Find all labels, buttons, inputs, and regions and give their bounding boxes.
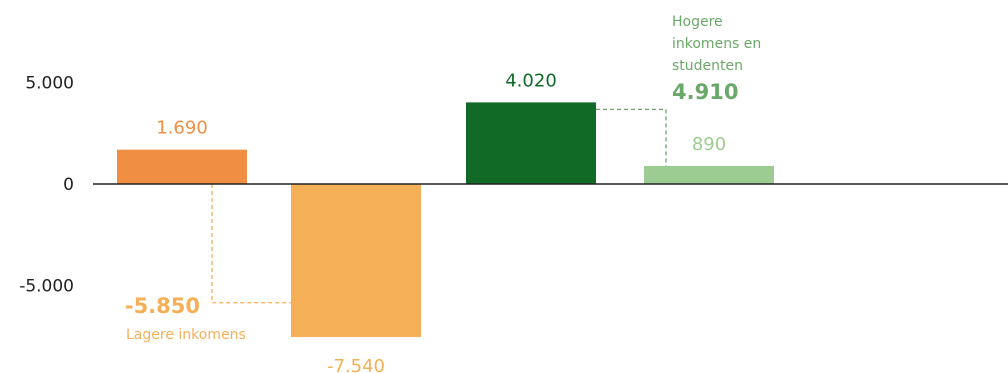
y-tick-label: 0 — [63, 175, 74, 195]
y-tick-label: 5.000 — [25, 74, 74, 94]
group-total: -5.850 — [125, 294, 200, 318]
group-annotations: -5.850 Lagere inkomens Hogere inkomens en st… — [125, 14, 761, 343]
bar-value-labels: 1.690 -7.540 4.020 890 — [156, 70, 726, 373]
bar-value-label: -7.540 — [327, 356, 385, 373]
bar-value-label: 890 — [692, 134, 726, 155]
group-label: inkomens en — [672, 36, 761, 52]
connector-higher — [596, 108, 667, 166]
bars — [117, 102, 774, 338]
bar — [466, 102, 596, 184]
y-axis-ticks: 5.000 0 -5.000 — [19, 74, 74, 297]
bar-value-label: 4.020 — [505, 70, 557, 91]
group-total: 4.910 — [672, 80, 738, 104]
bar-value-label: 1.690 — [156, 118, 208, 139]
group-label: Hogere — [672, 14, 723, 30]
group-label: Lagere inkomens — [126, 327, 246, 343]
bar — [291, 184, 421, 338]
connector-lower — [211, 184, 291, 304]
y-tick-label: -5.000 — [19, 277, 74, 297]
bar — [117, 149, 247, 184]
group-label: studenten — [672, 58, 743, 74]
bar — [644, 165, 774, 184]
connector-lines — [211, 108, 667, 304]
